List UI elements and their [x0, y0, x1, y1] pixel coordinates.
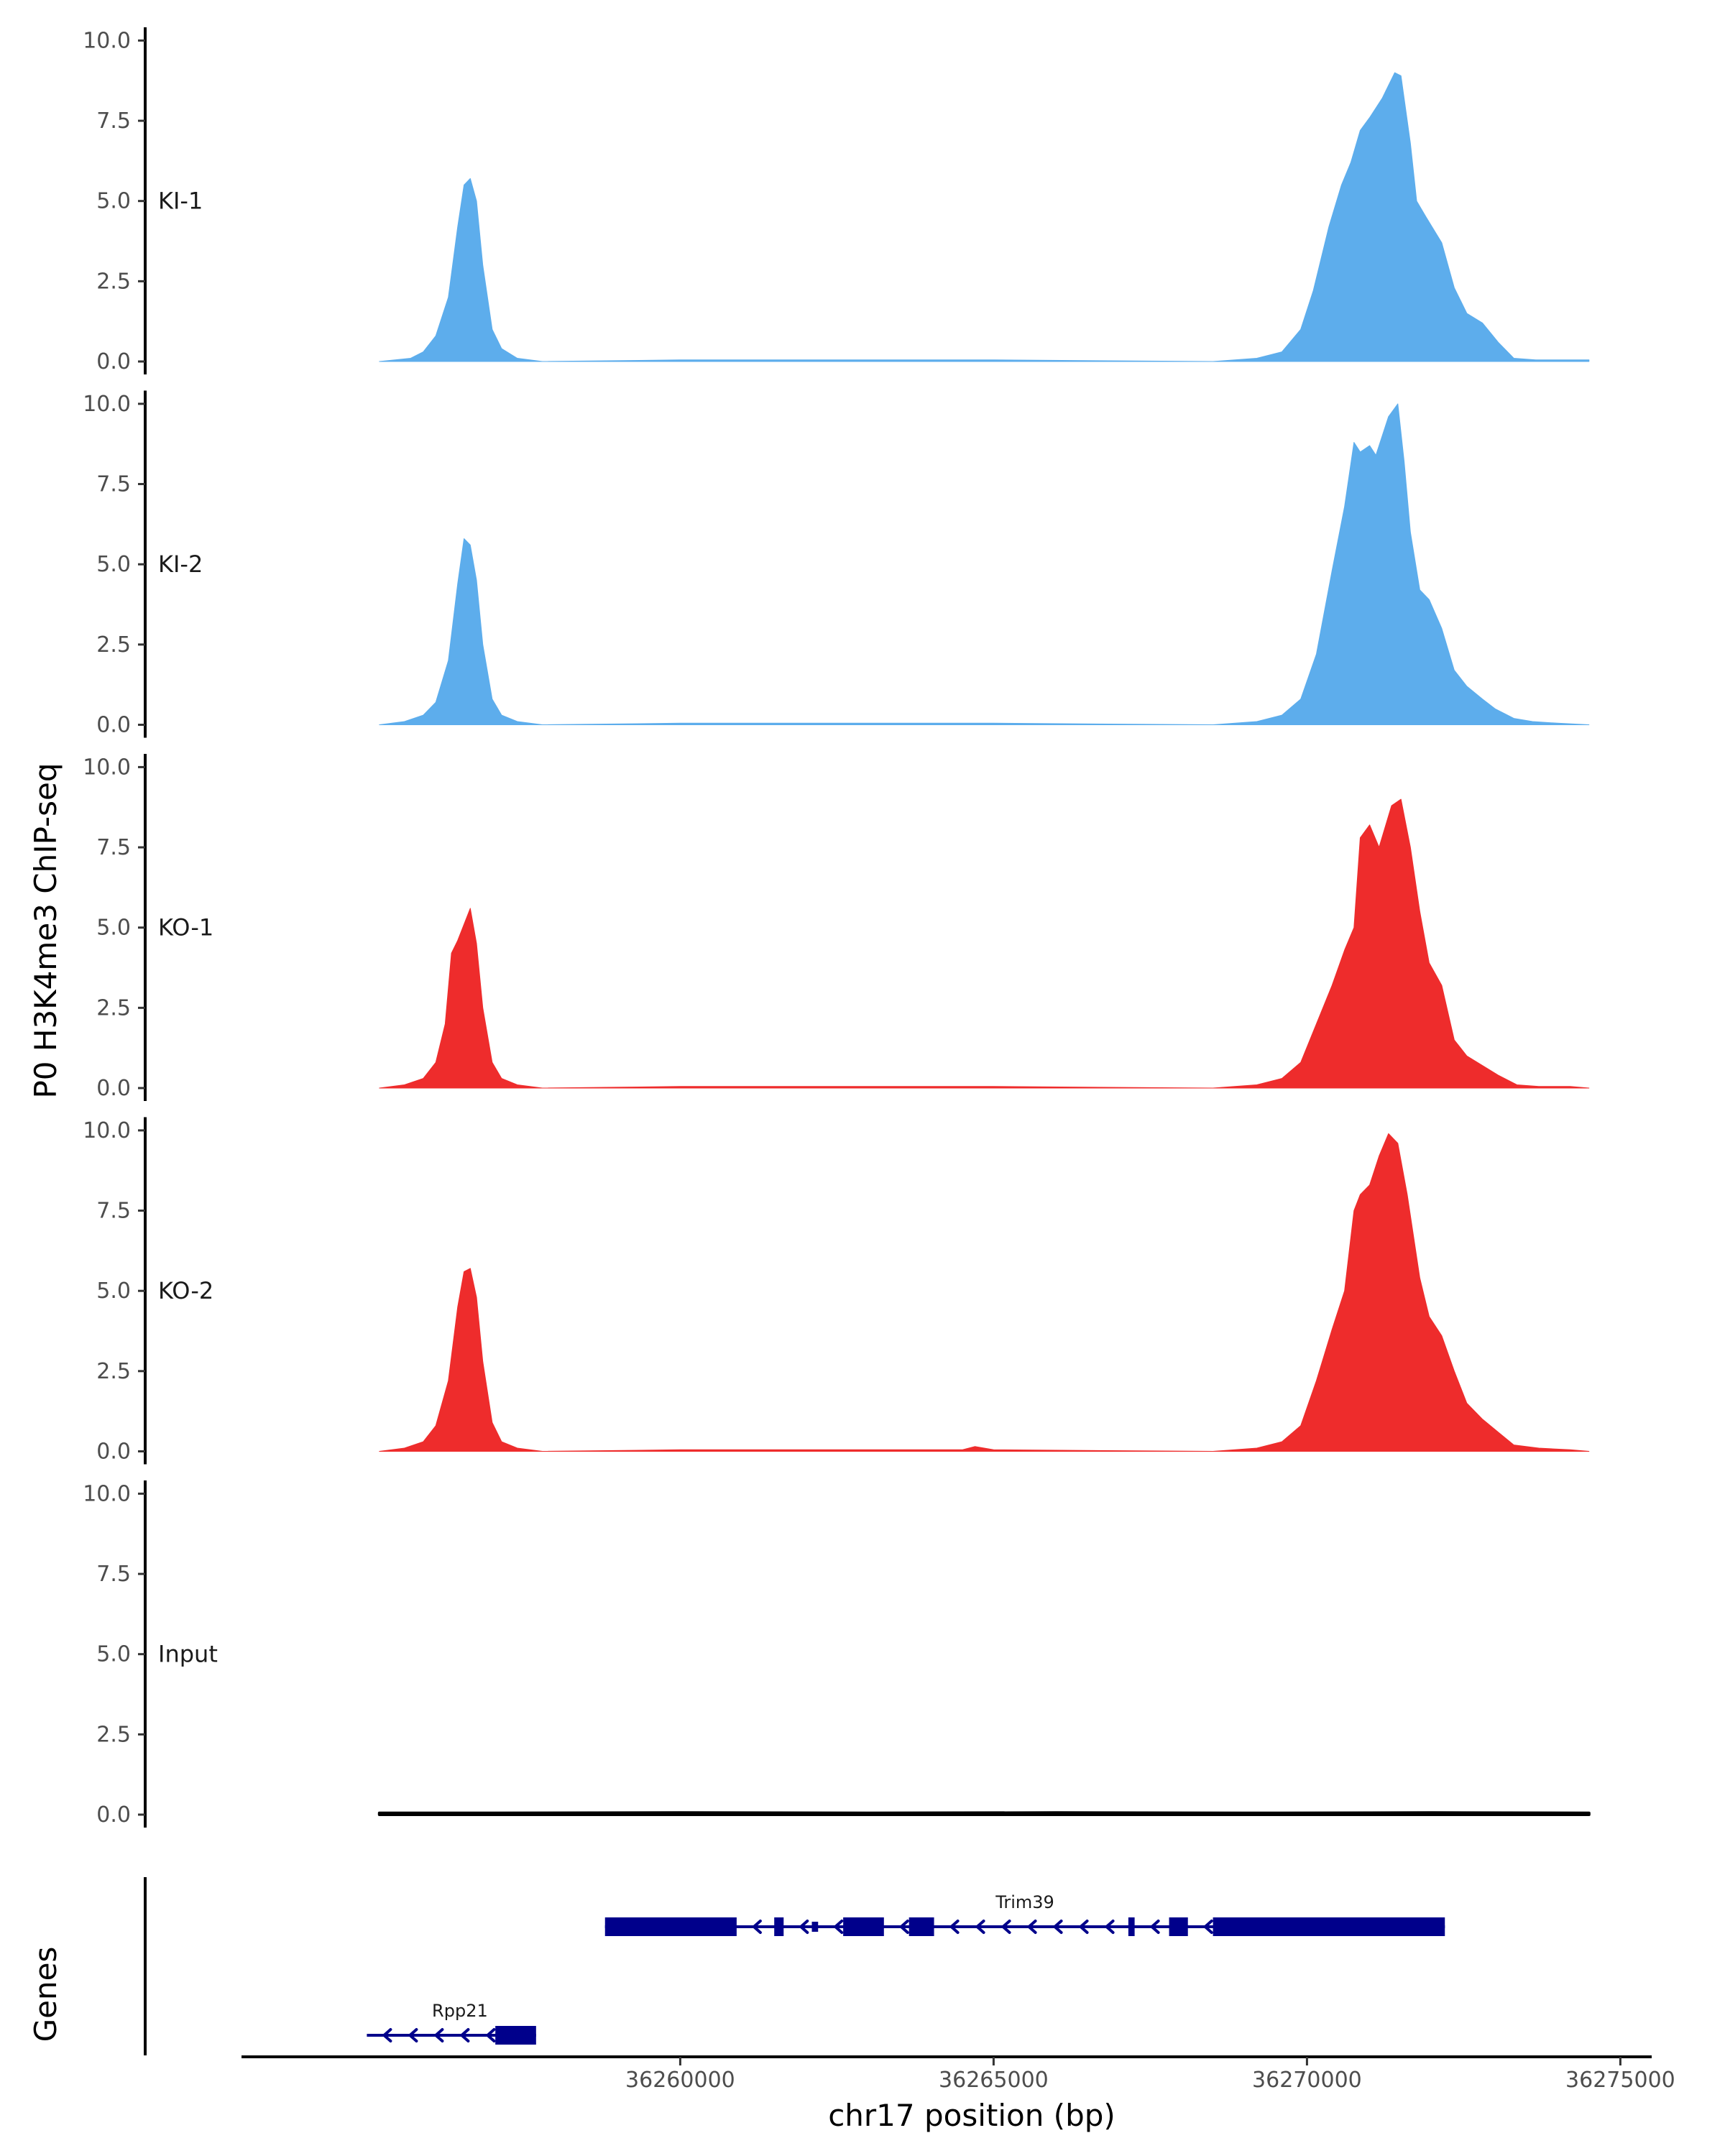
genes-axis-title: Genes: [28, 1947, 63, 2042]
exon-block: [908, 1917, 934, 1936]
strand-arrow: [1000, 1920, 1011, 1934]
gene-rpp21: Rpp21: [367, 2001, 536, 2045]
exon-block: [774, 1917, 784, 1936]
gene-annotation-panel: Trim39 Rpp21: [144, 1877, 1445, 2055]
y-axis-title: P0 H3K4me3 ChIP-seq: [28, 763, 63, 1098]
strand-arrow: [751, 1920, 762, 1934]
strand-arrow: [898, 1920, 909, 1934]
gene-label-trim39: Trim39: [995, 1892, 1054, 1912]
coverage-area-ki-2: [379, 403, 1590, 725]
y-tick-label: 7.5: [96, 1562, 131, 1587]
track-ki-2: 0.0 2.5 5.0 7.5 10.0 KI-2: [83, 390, 1590, 738]
exon-block: [1213, 1917, 1445, 1936]
x-tick-label: 36275000: [1565, 2068, 1675, 2093]
y-tick-label: 7.5: [96, 1199, 131, 1224]
y-tick-label: 10.0: [83, 1481, 131, 1506]
y-tick-label: 5.0: [96, 1279, 131, 1304]
strand-arrow: [975, 1920, 985, 1934]
exon-block: [843, 1917, 884, 1936]
strand-arrow: [1149, 1920, 1160, 1934]
coverage-area-ki-1: [379, 72, 1590, 362]
y-tick-label: 2.5: [96, 995, 131, 1021]
strand-arrow: [1078, 1920, 1089, 1934]
track-label-ki-1: KI-1: [158, 188, 203, 215]
y-tick-label: 5.0: [96, 552, 131, 577]
gene-trim39: Trim39: [604, 1892, 1445, 1936]
exon-block: [495, 2026, 536, 2045]
y-tick-label: 10.0: [83, 28, 131, 53]
strand-arrow: [799, 1920, 809, 1934]
y-tick-label: 0.0: [96, 1439, 131, 1465]
strand-arrow: [833, 1920, 844, 1934]
x-tick-label: 36260000: [625, 2068, 735, 2093]
x-axis-title: chr17 position (bp): [828, 2098, 1116, 2133]
track-input: 0.0 2.5 5.0 7.5 10.0 Input: [83, 1480, 1591, 1828]
x-tick-label: 36270000: [1252, 2068, 1362, 2093]
y-tick-label: 5.0: [96, 1642, 131, 1667]
coverage-area-input: [377, 1811, 1591, 1816]
strand-arrow: [408, 2028, 418, 2042]
y-tick-label: 7.5: [96, 472, 131, 497]
y-tick-label: 7.5: [96, 835, 131, 860]
y-tick-label: 7.5: [96, 109, 131, 134]
y-tick-label: 5.0: [96, 189, 131, 214]
coverage-area-ko-1: [379, 798, 1590, 1089]
strand-arrow: [382, 2028, 392, 2042]
y-tick-label: 2.5: [96, 632, 131, 658]
y-tick-label: 10.0: [83, 1118, 131, 1143]
strand-arrow: [485, 2028, 496, 2042]
track-ko-1: 0.0 2.5 5.0 7.5 10.0 KO-1: [83, 754, 1590, 1101]
strand-arrow: [459, 2028, 470, 2042]
y-tick-label: 2.5: [96, 1722, 131, 1747]
y-tick-label: 2.5: [96, 269, 131, 294]
track-label-ko-1: KO-1: [158, 914, 213, 941]
gene-label-rpp21: Rpp21: [432, 2001, 488, 2021]
strand-arrow: [1202, 1920, 1213, 1934]
strand-arrow: [1026, 1920, 1037, 1934]
exon-block: [1169, 1917, 1188, 1936]
exon-block: [811, 1922, 819, 1932]
exon-block: [1128, 1917, 1135, 1936]
strand-arrow: [1052, 1920, 1063, 1934]
exon-block: [604, 1917, 737, 1936]
y-tick-label: 5.0: [96, 916, 131, 941]
y-tick-label: 0.0: [96, 1076, 131, 1101]
y-tick-label: 0.0: [96, 713, 131, 738]
track-ko-2: 0.0 2.5 5.0 7.5 10.0 KO-2: [83, 1117, 1590, 1465]
track-label-ko-2: KO-2: [158, 1277, 213, 1304]
x-axis: 36260000 36265000 36270000 36275000: [242, 2055, 1675, 2093]
track-label-input: Input: [158, 1641, 218, 1668]
track-label-ki-2: KI-2: [158, 550, 203, 578]
track-ki-1: 0.0 2.5 5.0 7.5 10.0 KI-1: [83, 27, 1590, 374]
coverage-tracks: 0.0 2.5 5.0 7.5 10.0 KI-1 0.0 2.5 5.0 7.5 10.0 KI-2…: [83, 27, 1591, 1828]
coverage-area-ko-2: [379, 1133, 1590, 1452]
y-tick-label: 0.0: [96, 1802, 131, 1828]
strand-arrow: [949, 1920, 960, 1934]
y-tick-label: 0.0: [96, 349, 131, 374]
strand-arrow: [433, 2028, 444, 2042]
y-tick-label: 2.5: [96, 1359, 131, 1384]
x-tick-label: 36265000: [939, 2068, 1049, 2093]
y-tick-label: 10.0: [83, 392, 131, 417]
y-tick-label: 10.0: [83, 755, 131, 780]
strand-arrow: [1104, 1920, 1115, 1934]
